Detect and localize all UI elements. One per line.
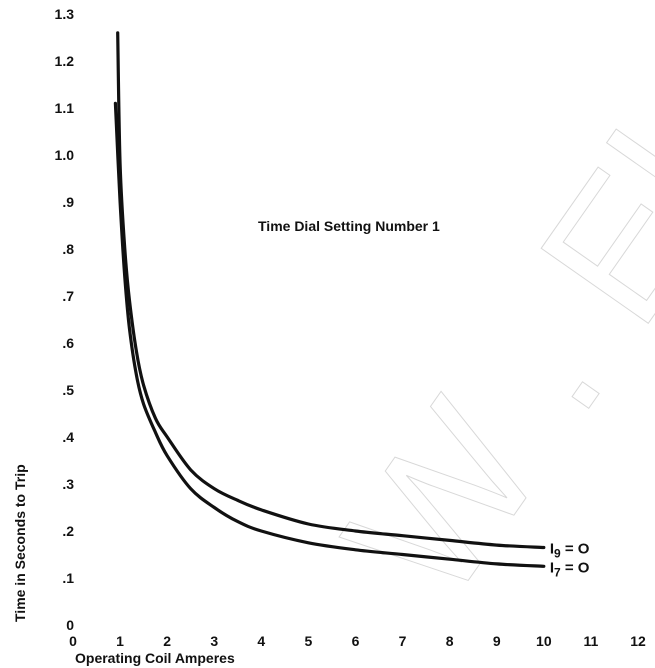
y-tick-label: .4 <box>62 429 74 445</box>
series-line-0 <box>116 31 546 550</box>
y-tick-label: .3 <box>62 476 74 492</box>
curve-labels: I9 = OI7 = O <box>550 540 590 579</box>
x-tick-label: 1 <box>116 633 124 649</box>
series-label-1: I7 = O <box>550 559 590 579</box>
x-tick-label: 11 <box>584 633 599 649</box>
x-tick-label: 5 <box>305 633 313 649</box>
series-label-main: I <box>550 559 554 576</box>
y-tick-label: .2 <box>62 523 74 539</box>
x-tick-label: 9 <box>493 633 501 649</box>
x-tick-label: 3 <box>210 633 218 649</box>
y-tick-label: 1.1 <box>55 100 75 116</box>
x-axis-title: Operating Coil Amperes <box>75 650 235 666</box>
y-tick-label: .5 <box>62 382 74 398</box>
y-tick-label: .9 <box>62 194 74 210</box>
series-label-0: I9 = O <box>550 540 590 560</box>
x-tick-label: 10 <box>536 633 552 649</box>
time-dial-annotation: Time Dial Setting Number 1 <box>258 218 440 234</box>
x-tick-label: 0 <box>69 633 77 649</box>
x-tick-label: 6 <box>352 633 360 649</box>
y-axis-title: Time in Seconds to Trip <box>12 464 28 622</box>
watermark-text: W . Electrical <box>306 0 655 636</box>
series-label-rest: = O <box>561 559 590 576</box>
y-tick-label: .8 <box>62 241 74 257</box>
series-line-1 <box>113 101 546 568</box>
x-tick-label: 4 <box>257 633 265 649</box>
y-tick-label: 1.3 <box>55 6 75 22</box>
x-tick-label: 2 <box>163 633 171 649</box>
x-tick-label: 12 <box>630 633 646 649</box>
y-tick-label: 0 <box>66 617 74 633</box>
y-tick-label: .7 <box>62 288 74 304</box>
x-axis-ticks: 0 1 2 3 4 5 6 7 8 9 10 11 12 <box>69 633 646 649</box>
y-tick-label: 1.2 <box>55 53 75 69</box>
watermark: W . Electrical <box>305 0 655 637</box>
y-tick-label: .1 <box>62 570 74 586</box>
curves <box>113 31 546 568</box>
y-tick-label: 1.0 <box>55 147 75 163</box>
x-tick-label: 7 <box>399 633 407 649</box>
y-tick-label: .6 <box>62 335 74 351</box>
series-label-sub: 9 <box>554 546 561 560</box>
x-tick-label: 8 <box>446 633 454 649</box>
series-label-rest: = O <box>561 540 590 557</box>
series-label-sub: 7 <box>554 565 561 579</box>
series-label-main: I <box>550 540 554 557</box>
y-axis-ticks: 0 .1 .2 .3 .4 .5 .6 .7 .8 .9 1.0 1.1 1.2 1.3 <box>55 6 75 633</box>
